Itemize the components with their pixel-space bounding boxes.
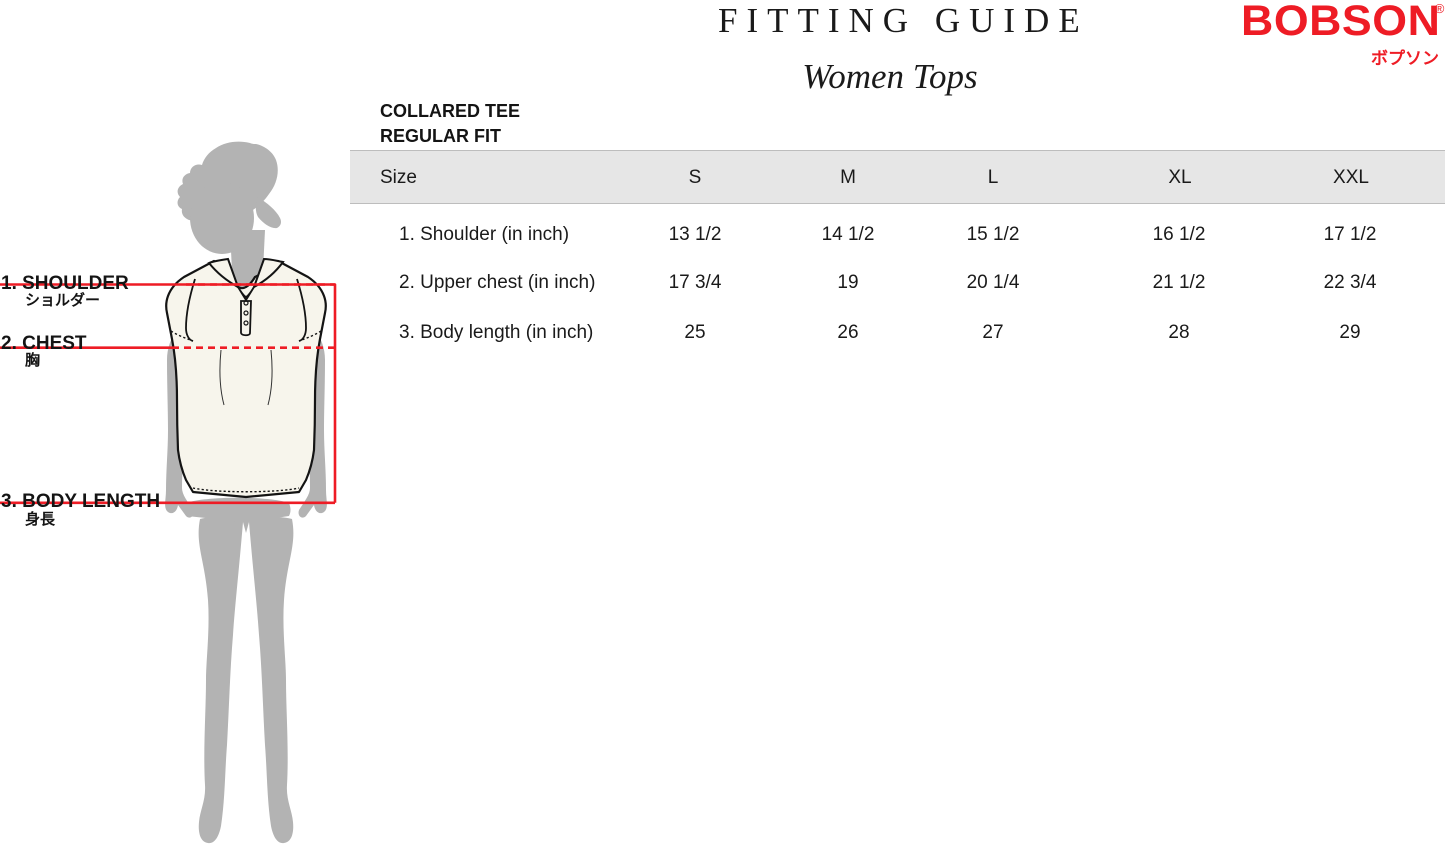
svg-text:3. BODY LENGTH: 3. BODY LENGTH	[1, 491, 160, 512]
svg-text:1. SHOULDER: 1. SHOULDER	[1, 273, 129, 294]
svg-text:2. CHEST: 2. CHEST	[1, 333, 87, 354]
svg-text:胸: 胸	[25, 351, 40, 369]
svg-text:身長: 身長	[25, 510, 56, 528]
svg-text:ショルダー: ショルダー	[25, 291, 100, 309]
